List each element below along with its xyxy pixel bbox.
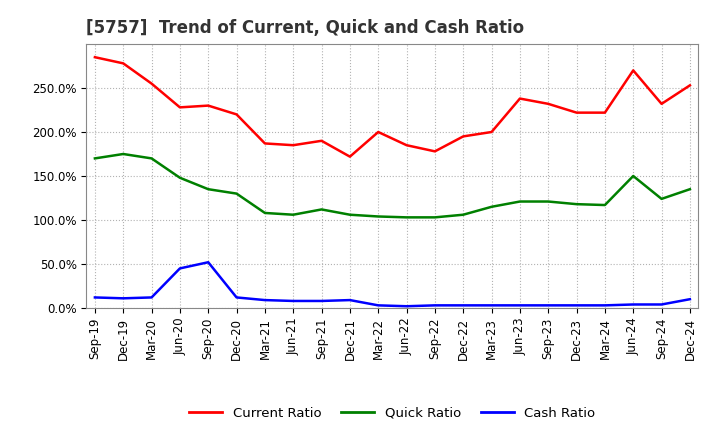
Legend: Current Ratio, Quick Ratio, Cash Ratio: Current Ratio, Quick Ratio, Cash Ratio: [189, 407, 595, 420]
Quick Ratio: [261, 210, 269, 216]
Cash Ratio: [204, 260, 212, 265]
Quick Ratio: [657, 196, 666, 202]
Cash Ratio: [516, 303, 524, 308]
Cash Ratio: [289, 298, 297, 304]
Quick Ratio: [572, 202, 581, 207]
Quick Ratio: [685, 187, 694, 192]
Quick Ratio: [148, 156, 156, 161]
Quick Ratio: [374, 214, 382, 219]
Quick Ratio: [204, 187, 212, 192]
Quick Ratio: [176, 175, 184, 180]
Quick Ratio: [544, 199, 552, 204]
Quick Ratio: [402, 215, 411, 220]
Cash Ratio: [318, 298, 326, 304]
Current Ratio: [148, 81, 156, 86]
Cash Ratio: [572, 303, 581, 308]
Current Ratio: [374, 129, 382, 135]
Cash Ratio: [346, 297, 354, 303]
Cash Ratio: [629, 302, 637, 307]
Quick Ratio: [459, 212, 467, 217]
Cash Ratio: [487, 303, 496, 308]
Quick Ratio: [516, 199, 524, 204]
Cash Ratio: [261, 297, 269, 303]
Current Ratio: [544, 101, 552, 106]
Line: Current Ratio: Current Ratio: [95, 57, 690, 157]
Text: [5757]  Trend of Current, Quick and Cash Ratio: [5757] Trend of Current, Quick and Cash …: [86, 19, 525, 37]
Current Ratio: [233, 112, 241, 117]
Current Ratio: [516, 96, 524, 101]
Current Ratio: [289, 143, 297, 148]
Cash Ratio: [148, 295, 156, 300]
Current Ratio: [657, 101, 666, 106]
Quick Ratio: [487, 204, 496, 209]
Current Ratio: [431, 149, 439, 154]
Current Ratio: [402, 143, 411, 148]
Current Ratio: [261, 141, 269, 146]
Quick Ratio: [91, 156, 99, 161]
Quick Ratio: [318, 207, 326, 212]
Cash Ratio: [657, 302, 666, 307]
Quick Ratio: [119, 151, 127, 157]
Cash Ratio: [431, 303, 439, 308]
Current Ratio: [176, 105, 184, 110]
Quick Ratio: [346, 212, 354, 217]
Current Ratio: [204, 103, 212, 108]
Line: Quick Ratio: Quick Ratio: [95, 154, 690, 217]
Current Ratio: [346, 154, 354, 159]
Cash Ratio: [600, 303, 609, 308]
Quick Ratio: [289, 212, 297, 217]
Cash Ratio: [685, 297, 694, 302]
Quick Ratio: [431, 215, 439, 220]
Current Ratio: [600, 110, 609, 115]
Current Ratio: [459, 134, 467, 139]
Cash Ratio: [233, 295, 241, 300]
Quick Ratio: [233, 191, 241, 196]
Current Ratio: [572, 110, 581, 115]
Quick Ratio: [629, 173, 637, 179]
Cash Ratio: [176, 266, 184, 271]
Current Ratio: [91, 55, 99, 60]
Cash Ratio: [402, 304, 411, 309]
Line: Cash Ratio: Cash Ratio: [95, 262, 690, 306]
Current Ratio: [685, 83, 694, 88]
Cash Ratio: [544, 303, 552, 308]
Cash Ratio: [459, 303, 467, 308]
Current Ratio: [119, 61, 127, 66]
Cash Ratio: [91, 295, 99, 300]
Cash Ratio: [119, 296, 127, 301]
Current Ratio: [318, 138, 326, 143]
Cash Ratio: [374, 303, 382, 308]
Current Ratio: [629, 68, 637, 73]
Current Ratio: [487, 129, 496, 135]
Quick Ratio: [600, 202, 609, 208]
